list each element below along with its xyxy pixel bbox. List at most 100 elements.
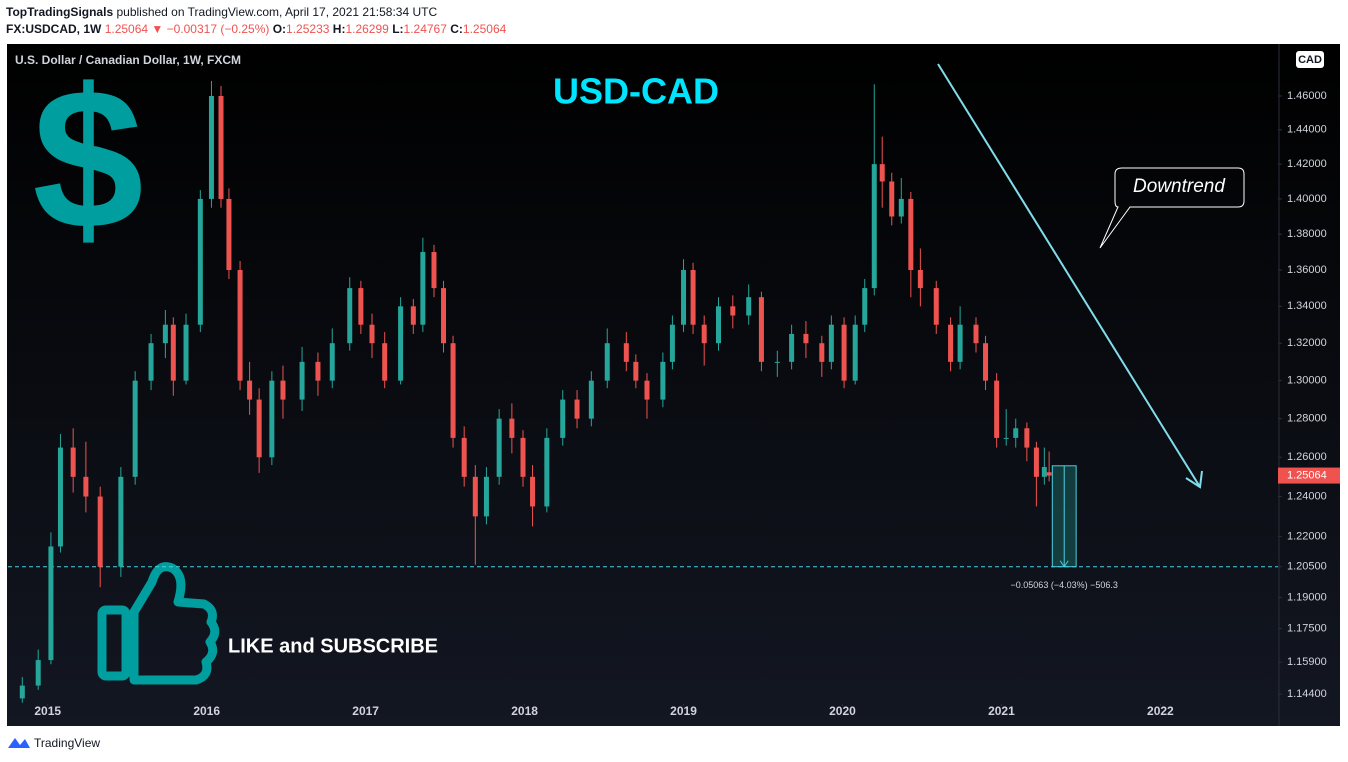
candle-body: [544, 437, 550, 507]
candle-body: [701, 324, 707, 344]
x-tick-label: 2019: [670, 704, 697, 718]
candle-body: [483, 476, 489, 517]
candle-body: [917, 270, 923, 289]
candle-body: [358, 288, 364, 325]
candle-body: [789, 333, 795, 362]
x-tick-label: 2018: [511, 704, 538, 718]
candle-body: [329, 343, 335, 381]
candle-body: [983, 343, 989, 381]
candle-body: [461, 437, 467, 477]
callout-text: Downtrend: [1133, 176, 1226, 197]
y-tick-label: 1.30000: [1287, 375, 1327, 387]
candle-body: [994, 380, 1000, 438]
y-tick-label: 1.46000: [1287, 90, 1327, 102]
candle-body: [132, 380, 138, 477]
candle-body: [197, 198, 203, 325]
candle-body: [746, 297, 752, 316]
candle-body: [908, 198, 914, 271]
candle-body: [774, 361, 780, 363]
y-tick-label: 1.17500: [1287, 622, 1327, 634]
brand[interactable]: TradingView: [34, 736, 100, 750]
candle-body: [420, 252, 426, 325]
candle-body: [716, 306, 722, 344]
candle-body: [660, 361, 666, 400]
y-tick-label: 1.28000: [1287, 413, 1327, 425]
y-tick-label: 1.22000: [1287, 530, 1327, 542]
candle-body: [633, 361, 639, 381]
y-tick-label: 1.32000: [1287, 337, 1327, 349]
y-tick-label: 1.15900: [1287, 656, 1327, 668]
candle-body: [957, 324, 963, 362]
candle-body: [369, 324, 375, 344]
candle-body: [97, 496, 103, 567]
candle-body: [604, 343, 610, 381]
candle-body: [560, 399, 566, 438]
candle-body: [862, 288, 868, 325]
currency-badge[interactable]: [1296, 51, 1324, 68]
y-tick-label: 1.36000: [1287, 264, 1327, 276]
candle-body: [162, 324, 168, 344]
candle-body: [280, 380, 286, 400]
candle-body: [758, 297, 764, 362]
candle-body: [681, 270, 687, 325]
candle-body: [450, 343, 456, 438]
candle-body: [574, 399, 580, 419]
candle-body: [35, 660, 41, 686]
y-tick-label: 1.24000: [1287, 490, 1327, 502]
symbol-legend: U.S. Dollar / Canadian Dollar, 1W, FXCM: [15, 53, 241, 67]
candle-body: [520, 437, 526, 477]
candle-body: [828, 324, 834, 362]
candle-body: [218, 96, 224, 199]
x-tick-label: 2022: [1147, 704, 1174, 718]
brand-logo: [8, 738, 30, 748]
callout-box: [1099, 167, 1245, 249]
last-price-label: 1.25064: [1287, 469, 1327, 481]
cta-text: LIKE and SUBSCRIBE: [228, 635, 438, 657]
candle-body: [623, 343, 629, 362]
candle-body: [1013, 428, 1019, 438]
ohlc-label: L:: [392, 22, 404, 36]
chart-title: USD-CAD: [553, 71, 719, 112]
measure-label: −0.05063 (−4.03%) −506.3: [1011, 580, 1118, 590]
candle-body: [1033, 447, 1039, 477]
symbol: FX:USDCAD, 1W: [6, 22, 102, 36]
candle-body: [83, 476, 89, 497]
candle-body: [690, 270, 696, 325]
candle-body: [410, 306, 416, 325]
candle-body: [431, 252, 437, 289]
candle-body: [256, 399, 262, 458]
ohlc-label: C:: [450, 22, 463, 36]
candle-body: [1003, 437, 1009, 439]
candle-body: [48, 546, 54, 661]
currency-text: CAD: [1298, 54, 1322, 66]
ohlc-value: 1.26299: [345, 22, 389, 36]
candle-body: [871, 164, 877, 289]
publisher[interactable]: TopTradingSignals: [6, 5, 114, 19]
trend-arrow-head: [1185, 470, 1203, 489]
candle-body: [933, 288, 939, 325]
candle-body: [1041, 467, 1047, 477]
candle-body: [19, 685, 25, 699]
y-tick-label: 1.14400: [1287, 688, 1327, 700]
ohlc-value: 1.25064: [462, 22, 507, 36]
candle-body: [247, 380, 253, 400]
thumbs-up-icon: [97, 562, 220, 685]
candle-body: [299, 361, 305, 400]
ohlc-value: 1.24767: [403, 22, 447, 36]
candle-body: [57, 447, 63, 547]
y-tick-label: 1.20500: [1287, 561, 1327, 573]
candle-body: [509, 418, 515, 438]
candle-body: [1046, 472, 1052, 476]
candle-body: [819, 343, 825, 362]
candle-body: [170, 324, 176, 381]
candle-body: [973, 324, 979, 344]
candle-body: [803, 333, 809, 344]
candle-body: [644, 380, 650, 400]
chart-panel: [7, 44, 1340, 726]
candle-body: [472, 476, 478, 517]
ohlc-label: O:: [272, 22, 287, 36]
candle-body: [208, 96, 214, 199]
y-tick-label: 1.40000: [1287, 193, 1327, 205]
y-tick-label: 1.38000: [1287, 228, 1327, 240]
